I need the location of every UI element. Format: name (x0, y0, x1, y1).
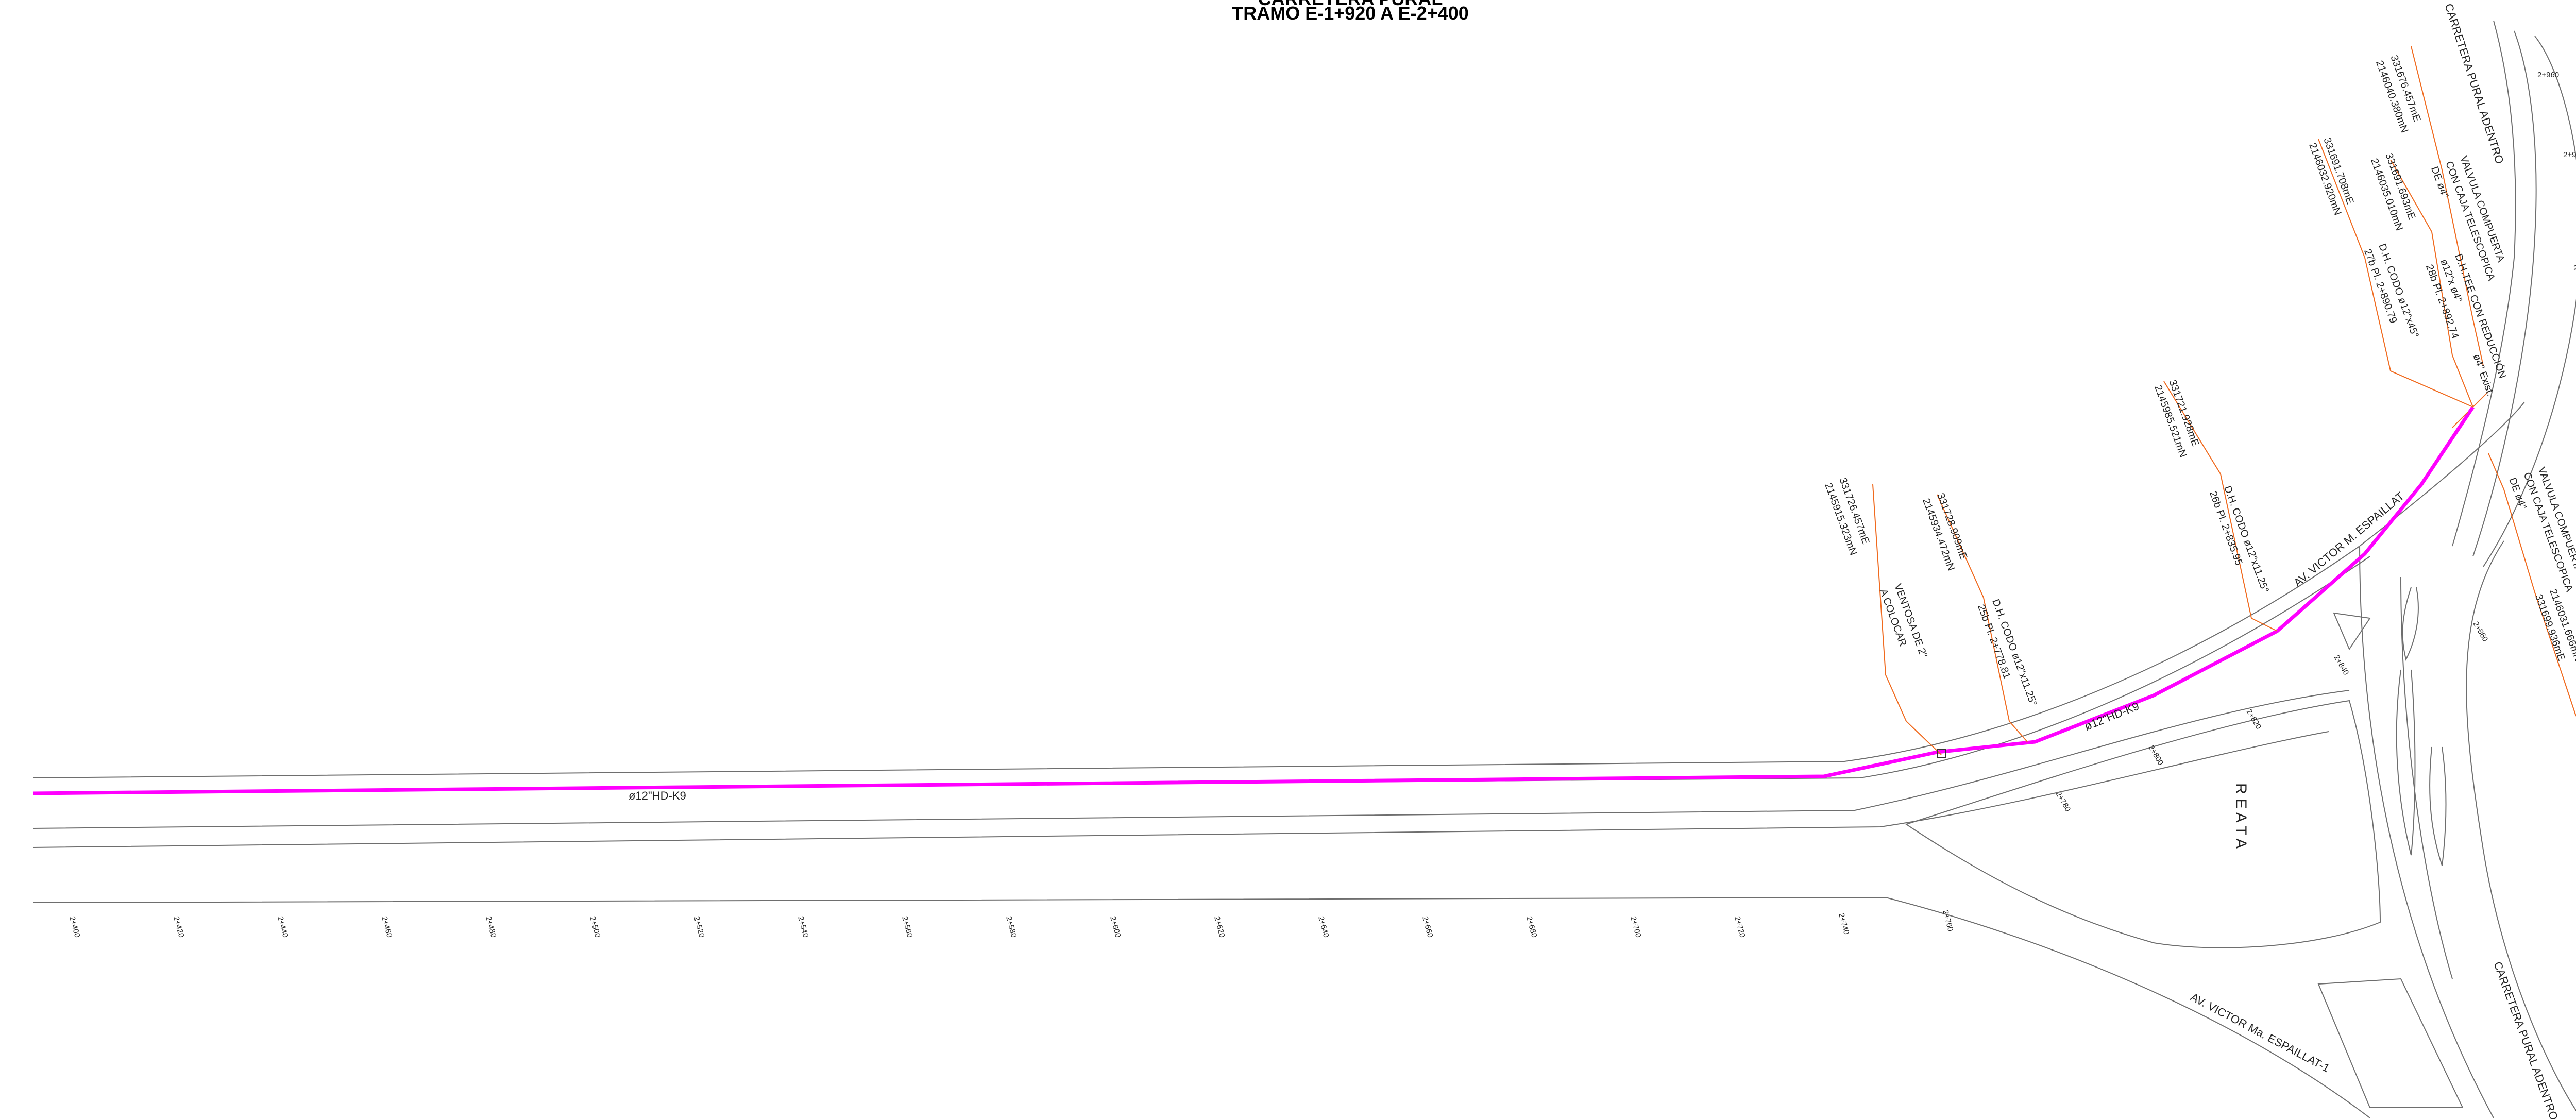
station-label: 2+800 (2147, 744, 2165, 767)
drawing-title-line1: CARRETERA PURAL (0, 0, 2576, 9)
road-edge-north-2 (32, 556, 2370, 793)
carretera-lower-west (2359, 546, 2494, 1118)
station-label: 2+860 (2471, 620, 2490, 643)
pipe-label-diagonal: ø12"HD-K9 (2083, 700, 2141, 733)
annotation-ventosa: 331726.457mE 2145915.323mN VENTOSA DE 2"… (1822, 476, 1929, 659)
carretera-west-edge (2452, 20, 2516, 547)
triangle-island (2333, 612, 2371, 651)
station-label: 2+780 (2054, 790, 2073, 813)
road-edge-north-1 (32, 401, 2525, 778)
station-labels-bottom: 2+400 2+420 2+440 2+460 2+480 2+500 2+520 2+540… (67, 909, 1955, 939)
ventosa-symbol (1937, 749, 1946, 758)
street-label-av-victor: AV. VICTOR M. ESPAILLAT (2291, 489, 2406, 589)
leader-dh1 (1937, 494, 2028, 742)
station-label: 2+440 (276, 915, 290, 939)
leader-ventosa (1872, 484, 1942, 755)
station-label: 2+840 (2332, 654, 2351, 677)
street-label-reata: R E A T A (2232, 783, 2249, 849)
station-label: 2+480 (484, 915, 498, 939)
station-label: 2+580 (1004, 915, 1018, 939)
road-edge-south (32, 896, 2370, 1118)
road-edge-median-2 (32, 731, 2329, 848)
drawing-title-line2: TRAMO E-1+920 A E-2+400 (1232, 3, 1469, 24)
road-edge-median-1 (32, 690, 2350, 829)
station-label: 2+420 (172, 915, 185, 939)
station-label: 2+760 (1941, 909, 1955, 932)
water-main-pipe (32, 406, 2475, 795)
carretera-east-edge-2 (2483, 36, 2576, 567)
station-label: 2+540 (796, 915, 810, 939)
street-label-av-victor-lower: AV. VICTOR Ma. ESPAILLAT-1 (2189, 990, 2332, 1075)
station-label: 2+600 (1108, 915, 1122, 939)
right-median-1 (2396, 669, 2416, 856)
carretera-east-edge-1 (2472, 30, 2537, 557)
right-median-2 (2429, 746, 2447, 866)
station-label: 2+820 (2245, 708, 2263, 731)
leader-dhtee (2390, 159, 2473, 408)
station-label: 2+740 (1837, 912, 1851, 936)
leader-dh2 (2163, 381, 2278, 632)
bottom-island (2317, 978, 2464, 1108)
station-label: 2+920 (2573, 264, 2576, 273)
station-label: 2+700 (1629, 915, 1642, 939)
station-label: 2+520 (692, 915, 706, 939)
carretera-lower-mid (2400, 576, 2453, 979)
right-median-3 (2402, 587, 2419, 661)
station-label: 2+680 (1524, 915, 1538, 939)
street-label-bottom-right: CARRETERA PURAL ADENTRO (2491, 960, 2561, 1120)
station-label: 2+560 (900, 915, 914, 939)
station-label: 2+620 (1212, 915, 1226, 939)
annotation-dh2: 331721.928mE 2145985.521mN D.H. CODO ø12… (2152, 378, 2271, 594)
station-label: 2+960 (2537, 71, 2559, 79)
station-label: 2+460 (380, 915, 394, 939)
leader-valvula1 (2411, 46, 2484, 366)
reata-island (1905, 700, 2381, 948)
station-label: 2+640 (1316, 915, 1330, 939)
street-label-top-right: CARRETERA PURAL ADENTRO (2442, 2, 2506, 165)
road-edges (32, 20, 2576, 1118)
annotation-dh3: 331691.708mE 2146032.920mN D.H. CODO ø12… (2307, 136, 2421, 340)
station-label: 2+500 (588, 915, 602, 939)
station-label: 2+660 (1420, 915, 1434, 939)
pipe-label-main: ø12"HD-K9 (629, 789, 686, 802)
carretera-lower-east (2466, 540, 2576, 1112)
annotation-dh1: 331728.909mE 2145934.472mN D.H. CODO ø12… (1920, 491, 2039, 707)
leader-dh3 (2318, 139, 2473, 408)
station-label: 2+400 (67, 915, 81, 939)
leader-valvula2 (2488, 453, 2576, 717)
existing-branch (2452, 391, 2489, 428)
annotation-valvula2: VALVULA COMPUERTA CON CAJA TELESCOPICA D… (2506, 466, 2576, 663)
station-label: 2+940 (2563, 150, 2576, 159)
leader-lines (1872, 46, 2576, 755)
station-label: 2+720 (1733, 915, 1747, 939)
